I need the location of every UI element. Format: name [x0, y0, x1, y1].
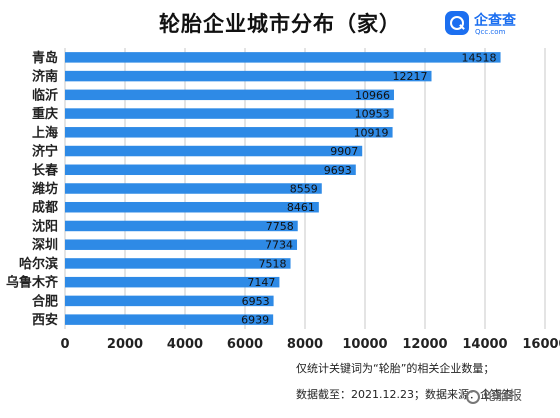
category-label: 潍坊 [32, 181, 58, 197]
data-label: 8559 [290, 183, 318, 196]
x-tick-label: 6000 [227, 337, 263, 352]
data-label: 9907 [330, 145, 358, 158]
data-label: 12217 [393, 70, 428, 83]
bar [65, 220, 298, 232]
data-label: 14518 [462, 51, 497, 64]
category-label: 长春 [32, 162, 59, 178]
x-tick-label: 10000 [342, 337, 387, 352]
category-label: 深圳 [32, 237, 58, 253]
data-label: 7734 [265, 239, 293, 252]
bar [65, 89, 394, 101]
category-label: 沈阳 [32, 218, 58, 234]
x-tick-label: 8000 [287, 337, 323, 352]
category-label: 济南 [32, 69, 58, 85]
category-label: 哈尔滨 [19, 256, 58, 272]
category-label: 济宁 [32, 144, 58, 160]
data-label: 10953 [355, 108, 390, 121]
bar [65, 258, 291, 269]
watermark-text: 轮胎报 [483, 389, 523, 404]
logo-name-en: Qcc.com [475, 28, 506, 36]
bar [65, 70, 432, 82]
x-tick-label: 12000 [402, 337, 447, 352]
data-label: 8461 [287, 201, 315, 214]
chart-title: 轮胎企业城市分布（家） [159, 12, 401, 36]
bar [65, 164, 356, 176]
note-source: 数据截至：2021.12.23；数据来源：企查查 [296, 388, 513, 401]
watermark: 轮胎报 [466, 385, 522, 404]
data-label: 7758 [266, 220, 294, 233]
category-label: 重庆 [32, 106, 58, 122]
wechat-icon [466, 390, 480, 404]
bar [65, 314, 274, 325]
category-label: 合肥 [32, 293, 58, 309]
bar [65, 145, 363, 157]
data-label: 6939 [241, 314, 269, 327]
category-label: 西安 [32, 312, 58, 328]
bar [65, 295, 274, 307]
x-tick-label: 2000 [107, 337, 143, 352]
bar [65, 183, 322, 194]
bar [65, 127, 393, 138]
bar [65, 201, 319, 213]
x-tick-label: 0 [60, 337, 69, 352]
bar [65, 276, 280, 288]
x-tick-label: 14000 [462, 337, 507, 352]
logo-name-cn: 企查查 [474, 13, 516, 29]
data-label: 10966 [355, 89, 390, 102]
bar [65, 108, 394, 119]
data-label: 10919 [354, 126, 389, 139]
data-label: 7147 [247, 276, 275, 289]
data-label: 6953 [242, 295, 270, 308]
bar [65, 239, 298, 250]
category-label: 成都 [32, 200, 58, 216]
x-tick-label: 4000 [167, 337, 203, 352]
category-label: 乌鲁木齐 [6, 275, 59, 291]
data-label: 7518 [259, 257, 287, 270]
qcc-logo: 企查查 Qcc.com [445, 9, 550, 43]
category-label: 青岛 [32, 50, 58, 66]
x-tick-label: 16000 [522, 337, 560, 352]
data-label: 9693 [324, 164, 352, 177]
note-scope: 仅统计关键词为“轮胎”的相关企业数量； [296, 362, 495, 375]
bar [65, 52, 501, 63]
magnifier-logo-icon [445, 11, 469, 35]
category-label: 上海 [32, 125, 58, 141]
category-label: 临沂 [32, 87, 58, 103]
